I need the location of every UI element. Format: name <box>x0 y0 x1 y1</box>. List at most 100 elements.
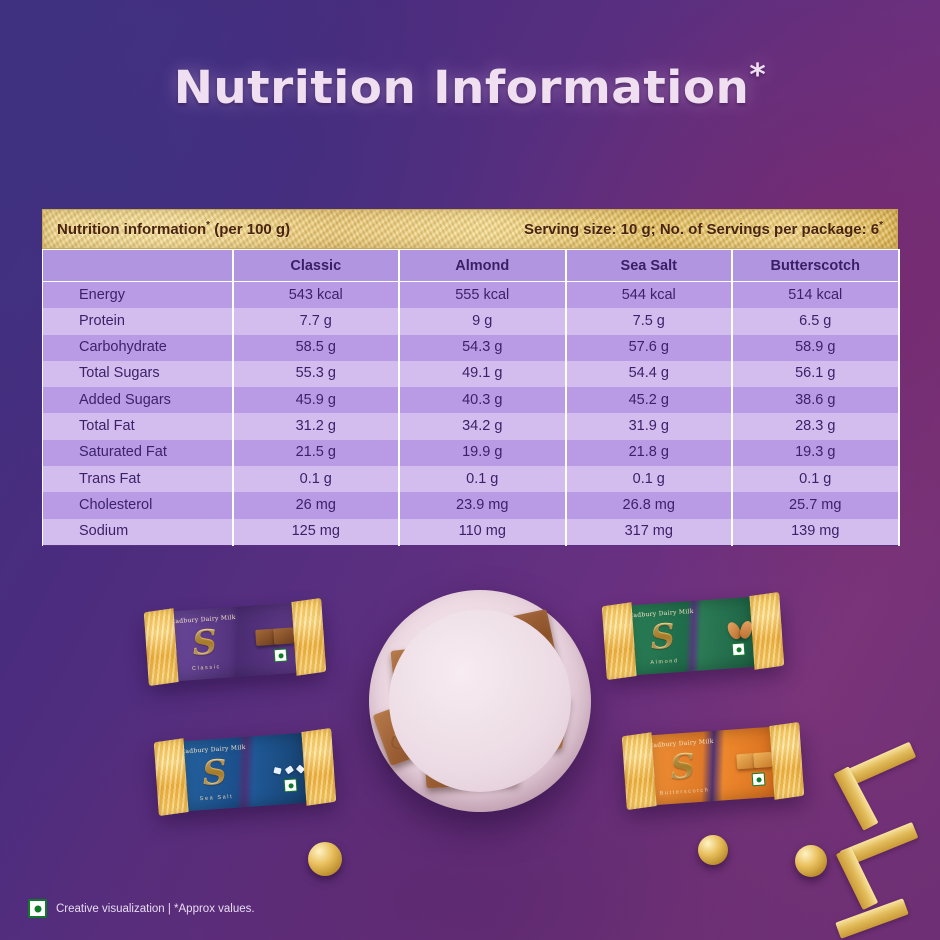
gold-ball-decoration <box>308 842 342 876</box>
nutrient-label: Added Sugars <box>42 387 234 414</box>
pack-logo-s-icon: S <box>201 752 229 794</box>
chocolate-piece <box>390 641 488 705</box>
table-row: Added Sugars 45.9 g 40.3 g 45.2 g 38.6 g <box>42 387 900 414</box>
nutrient-value: 544 kcal <box>564 281 733 309</box>
table-row: Saturated Fat 21.5 g 19.9 g 21.8 g 19.3 g <box>42 439 900 467</box>
nutrient-value: 555 kcal <box>398 281 567 309</box>
page-title: Nutrition Information* <box>0 58 940 114</box>
nutrient-value: 23.9 mg <box>398 492 567 519</box>
column-header-almond: Almond <box>398 249 567 282</box>
nutrient-value: 7.7 g <box>231 308 400 335</box>
nutrient-value: 58.5 g <box>231 334 400 361</box>
gold-header-left-asterisk: * <box>206 220 211 231</box>
salt-crystal-icon <box>273 766 283 775</box>
chocolate-piece <box>471 680 571 750</box>
nutrient-value: 6.5 g <box>731 308 900 335</box>
nutrition-table-body: Energy 543 kcal 555 kcal 544 kcal 514 kcal Pr… <box>42 281 900 546</box>
chocolate-plate <box>369 590 591 812</box>
nutrient-value: 26.8 mg <box>564 492 733 519</box>
nutrient-value: 514 kcal <box>731 281 900 309</box>
nutrient-value: 55.3 g <box>231 360 400 388</box>
page-title-asterisk: * <box>749 58 767 93</box>
nutrient-value: 25.7 mg <box>731 492 900 519</box>
nutrient-value: 19.9 g <box>398 439 567 467</box>
nutrition-table-head: Classic Almond Sea Salt Butterscotch <box>42 249 900 282</box>
veg-mark-icon <box>28 899 47 918</box>
nutrient-value: 317 mg <box>564 518 733 546</box>
pack-front-face: Cadbury Dairy Milk S Almond <box>628 601 698 675</box>
product-pack-sea-salt: Cadbury Dairy Milk S Sea Salt <box>153 727 337 817</box>
column-header-butterscotch: Butterscotch <box>731 249 900 282</box>
pack-art-face <box>713 727 778 801</box>
nutrient-label: Cholesterol <box>42 492 234 519</box>
pack-right-end <box>749 591 785 670</box>
chocolate-swirl-icon <box>430 740 505 781</box>
nutrient-value: 26 mg <box>231 492 400 519</box>
chocolate-chunk-art <box>255 627 295 651</box>
gold-header-right: Serving size: 10 g; No. of Servings per … <box>524 220 883 238</box>
table-row: Sodium 125 mg 110 mg 317 mg 139 mg <box>42 518 900 546</box>
butterscotch-cube-icon <box>736 753 756 770</box>
nutrient-label: Protein <box>42 308 234 335</box>
pack-variant-label: Almond <box>650 658 679 667</box>
nutrient-label: Total Sugars <box>42 360 234 388</box>
nutrient-value: 19.3 g <box>731 439 900 467</box>
nutrient-value: 31.9 g <box>564 413 733 440</box>
pack-logo-s-icon: S <box>669 746 697 788</box>
pack-variant-label: Sea Salt <box>199 793 234 803</box>
pack-logo-s-icon: S <box>649 616 677 658</box>
nutrient-label: Saturated Fat <box>42 439 234 467</box>
chocolate-swirl-icon <box>482 701 553 729</box>
nutrient-value: 49.1 g <box>398 360 567 388</box>
column-header-nutrient <box>42 249 234 282</box>
column-header-classic: Classic <box>231 249 400 282</box>
nutrient-value: 110 mg <box>398 518 567 546</box>
pack-front-face: Cadbury Dairy Milk S Classic <box>170 607 240 681</box>
pack-left-end <box>153 738 189 817</box>
page-title-text: Nutrition Information <box>173 61 750 114</box>
column-header-sea-salt: Sea Salt <box>564 249 733 282</box>
chocolate-piece <box>423 729 519 789</box>
gold-ball-decoration <box>698 835 728 865</box>
chocolate-swirl-icon <box>466 622 542 672</box>
pack-front-face: Cadbury Dairy Milk S Butterscotch <box>648 731 718 805</box>
gold-header-right-asterisk: * <box>879 220 883 231</box>
table-row: Trans Fat 0.1 g 0.1 g 0.1 g 0.1 g <box>42 466 900 493</box>
nutrient-value: 0.1 g <box>564 466 733 493</box>
nutrient-value: 125 mg <box>231 518 400 546</box>
pack-right-end <box>301 727 337 806</box>
footer: Creative visualization | *Approx values. <box>28 899 255 918</box>
nutrient-value: 543 kcal <box>231 281 400 309</box>
nutrition-table-gold-header: Nutrition information* (per 100 g) Servi… <box>42 209 898 249</box>
nutrient-value: 9 g <box>398 308 567 335</box>
nutrient-value: 0.1 g <box>731 466 900 493</box>
chocolate-piece <box>372 683 478 767</box>
table-row: Carbohydrate 58.5 g 54.3 g 57.6 g 58.9 g <box>42 334 900 361</box>
salt-crystal-icon <box>284 765 294 775</box>
pack-art-face <box>245 733 310 807</box>
nutrition-table-wrapper: Nutrition information* (per 100 g) Servi… <box>42 209 900 546</box>
pack-body: Cadbury Dairy Milk S Sea Salt <box>179 732 311 812</box>
nutrient-value: 28.3 g <box>731 413 900 440</box>
pack-left-end <box>601 602 637 681</box>
nutrient-value: 57.6 g <box>564 334 733 361</box>
nutrient-label: Total Fat <box>42 413 234 440</box>
nutrient-label: Carbohydrate <box>42 334 234 361</box>
table-row: Total Fat 31.2 g 34.2 g 31.9 g 28.3 g <box>42 413 900 440</box>
nutrient-value: 58.9 g <box>731 334 900 361</box>
nutrient-value: 38.6 g <box>731 387 900 414</box>
gold-ball-decoration <box>795 845 827 877</box>
pack-left-end <box>143 608 179 687</box>
pack-left-end <box>621 732 657 811</box>
nutrient-value: 54.3 g <box>398 334 567 361</box>
nutrient-value: 34.2 g <box>398 413 567 440</box>
gold-header-left: Nutrition information* (per 100 g) <box>57 220 290 238</box>
nutrient-value: 54.4 g <box>564 360 733 388</box>
pack-art-face <box>235 603 300 677</box>
nutrient-value: 40.3 g <box>398 387 567 414</box>
pack-right-end <box>291 597 327 676</box>
table-row: Energy 543 kcal 555 kcal 544 kcal 514 kcal <box>42 281 900 309</box>
pack-variant-label: Classic <box>191 664 222 673</box>
veg-mark-icon <box>731 642 746 657</box>
